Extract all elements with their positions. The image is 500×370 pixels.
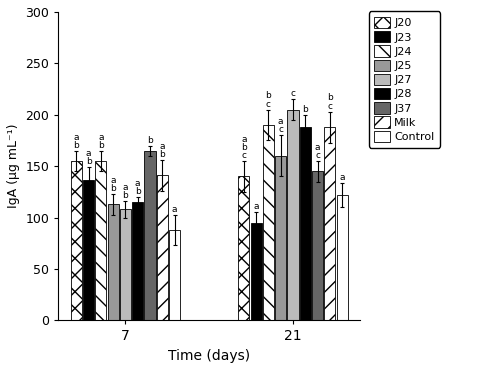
Bar xyxy=(300,127,311,320)
Bar xyxy=(336,195,347,320)
Text: a: a xyxy=(172,205,178,213)
Bar xyxy=(132,202,143,320)
Text: b: b xyxy=(266,91,272,100)
Text: a: a xyxy=(110,176,116,185)
Text: a: a xyxy=(74,132,79,142)
Text: b: b xyxy=(135,187,140,196)
Text: b: b xyxy=(147,136,153,145)
Bar xyxy=(263,125,274,320)
Text: a: a xyxy=(122,183,128,192)
Text: b: b xyxy=(327,94,332,102)
Bar xyxy=(83,179,94,320)
Text: a: a xyxy=(98,132,103,142)
Text: c: c xyxy=(290,89,296,98)
X-axis label: Time (days): Time (days) xyxy=(168,349,250,363)
Text: a: a xyxy=(278,117,283,126)
Text: b: b xyxy=(160,150,165,159)
Bar xyxy=(108,204,118,320)
Bar xyxy=(250,223,262,320)
Text: c: c xyxy=(315,151,320,160)
Text: b: b xyxy=(302,105,308,114)
Text: a: a xyxy=(160,142,165,151)
Bar xyxy=(324,127,336,320)
Bar xyxy=(70,161,82,320)
Text: a: a xyxy=(340,173,345,182)
Bar xyxy=(288,110,298,320)
Text: a: a xyxy=(135,179,140,188)
Text: b: b xyxy=(122,191,128,200)
Text: b: b xyxy=(86,157,91,166)
Text: a: a xyxy=(254,202,259,212)
Text: b: b xyxy=(110,184,116,193)
Bar xyxy=(312,171,323,320)
Bar xyxy=(238,176,250,320)
Bar xyxy=(144,151,156,320)
Text: b: b xyxy=(98,141,103,150)
Text: b: b xyxy=(74,141,79,150)
Legend: J20, J23, J24, J25, J27, J28, J37, Milk, Control: J20, J23, J24, J25, J27, J28, J37, Milk,… xyxy=(368,11,440,148)
Bar xyxy=(120,209,131,320)
Bar xyxy=(157,175,168,320)
Text: c: c xyxy=(328,102,332,111)
Text: c: c xyxy=(266,100,271,109)
Text: c: c xyxy=(278,125,283,134)
Bar xyxy=(169,230,180,320)
Bar xyxy=(96,161,106,320)
Text: a: a xyxy=(241,135,246,144)
Text: a: a xyxy=(86,149,92,158)
Text: c: c xyxy=(242,151,246,160)
Bar xyxy=(275,156,286,320)
Text: b: b xyxy=(241,143,246,152)
Y-axis label: IgA (μg mL⁻¹): IgA (μg mL⁻¹) xyxy=(7,124,20,208)
Text: a: a xyxy=(315,143,320,152)
